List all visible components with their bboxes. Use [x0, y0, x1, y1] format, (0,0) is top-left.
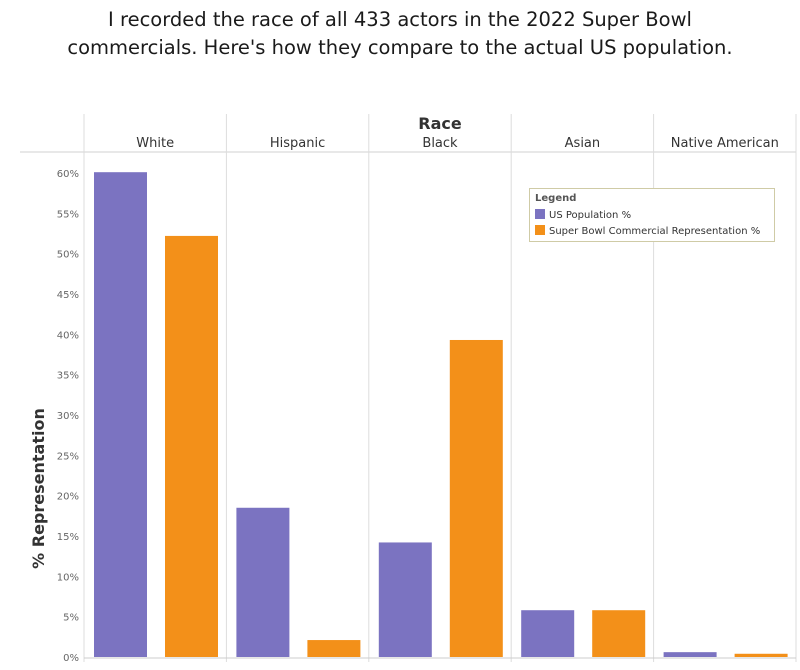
- y-tick-label: 20%: [57, 492, 79, 503]
- bar-super-bowl: [449, 339, 503, 657]
- legend-label-us-population: US Population %: [549, 210, 632, 221]
- y-tick-label: 35%: [57, 371, 79, 382]
- headline: I recorded the race of all 433 actors in…: [0, 6, 800, 62]
- y-tick-label: 5%: [63, 613, 79, 624]
- headline-line-1: I recorded the race of all 433 actors in…: [108, 8, 692, 31]
- legend-swatch-super-bowl: [535, 225, 545, 235]
- bar-super-bowl: [165, 235, 218, 658]
- y-tick-label: 50%: [57, 250, 79, 261]
- y-tick-label: 25%: [57, 451, 79, 462]
- bar-super-bowl: [307, 640, 361, 657]
- y-tick-label: 45%: [57, 290, 79, 301]
- legend: Legend US Population % Super Bowl Commer…: [529, 188, 775, 242]
- category-label: White: [136, 136, 174, 151]
- legend-swatch-us-population: [535, 209, 545, 219]
- category-label: Asian: [565, 136, 600, 151]
- y-tick-label: 60%: [57, 169, 79, 180]
- y-tick-label: 55%: [57, 209, 79, 220]
- category-label: Hispanic: [270, 136, 325, 151]
- y-tick-label: 0%: [63, 653, 79, 664]
- bar-super-bowl: [592, 610, 646, 657]
- y-tick-label: 30%: [57, 411, 79, 422]
- bar-us-population: [94, 172, 147, 657]
- bar-us-population: [378, 542, 432, 657]
- y-tick-label: 40%: [57, 330, 79, 341]
- headline-line-2: commercials. Here's how they compare to …: [67, 36, 733, 59]
- bar-us-population: [236, 507, 290, 657]
- legend-item-super-bowl[interactable]: Super Bowl Commercial Representation %: [535, 225, 760, 237]
- bar-super-bowl: [734, 653, 788, 657]
- y-tick-label: 15%: [57, 532, 79, 543]
- x-axis-title: Race: [418, 114, 462, 133]
- category-label: Native American: [671, 136, 779, 151]
- category-label: Black: [422, 136, 458, 151]
- y-tick-label: 10%: [57, 572, 79, 583]
- legend-title: Legend: [535, 193, 577, 204]
- legend-label-super-bowl: Super Bowl Commercial Representation %: [549, 226, 761, 237]
- legend-item-us-population[interactable]: US Population %: [535, 209, 631, 221]
- bar-us-population: [663, 652, 717, 657]
- y-axis-title: % Representation: [29, 408, 48, 569]
- bar-us-population: [521, 610, 575, 657]
